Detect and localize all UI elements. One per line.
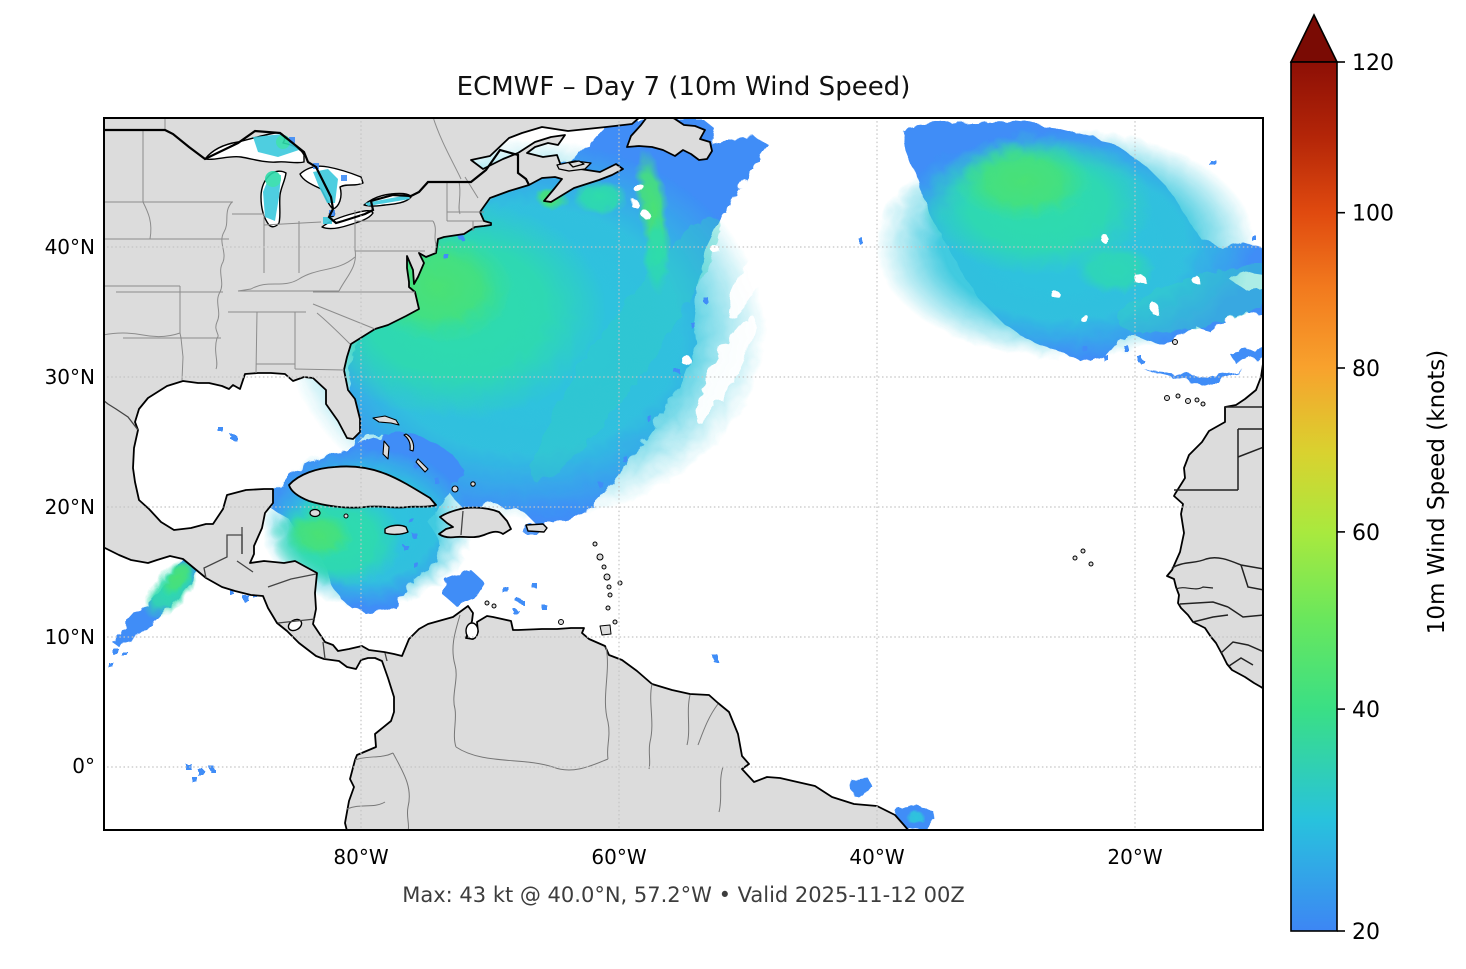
hispaniola [438, 506, 512, 539]
colorbar-tick-label-40: 40 [1352, 698, 1380, 723]
colorbar-axis-label: 10m Wind Speed (knots) [1424, 349, 1450, 635]
colorbar-ticks [1337, 61, 1345, 932]
isle-of-youth [309, 508, 321, 518]
bahamas [372, 415, 476, 493]
max-annotation-caption: Max: 43 kt @ 40.0°N, 57.2°W • Valid 2025… [402, 883, 965, 907]
atlantic-islands [1072, 339, 1206, 567]
map-plot [103, 117, 1264, 831]
us-canada-border [103, 128, 530, 225]
colorbar: 120 100 80 60 40 20 [1289, 13, 1394, 945]
lat-tick-label-40n: 40°N [44, 235, 95, 259]
lon-tick-label-80w: 80°W [333, 845, 389, 869]
colorbar-over-arrow [1289, 13, 1339, 63]
lake-nicaragua [287, 618, 303, 632]
lon-tick-label-40w: 40°W [849, 845, 905, 869]
jamaica [384, 524, 409, 536]
gridlines [103, 117, 1264, 831]
plot-frame [103, 117, 1264, 831]
newfoundland [626, 117, 713, 161]
lon-tick-label-60w: 60°W [591, 845, 647, 869]
lon-tick-label-20w: 20°W [1107, 845, 1163, 869]
land-layer [103, 117, 1264, 831]
chart-title: ECMWF – Day 7 (10m Wind Speed) [456, 72, 911, 102]
colorbar-tick-label-100: 100 [1352, 202, 1394, 227]
puerto-rico [525, 523, 548, 533]
lat-tick-label-20n: 20°N [44, 495, 95, 519]
lat-tick-label-0: 0° [72, 754, 95, 778]
colorbar-tick-label-20: 20 [1352, 920, 1380, 945]
africa-borders-layer [1171, 406, 1264, 667]
americas-mainland [103, 117, 910, 831]
prince-edward-island [568, 160, 585, 168]
wind-blob-brazil-coast [849, 775, 935, 829]
lake-maracaibo [465, 622, 479, 640]
colorbar-gradient-bar [1290, 61, 1338, 932]
colorbar-tick-label-80: 80 [1352, 357, 1380, 382]
wind-blob-tehuantepec [109, 553, 199, 643]
lat-tick-label-30n: 30°N [44, 365, 95, 389]
lesser-antilles [343, 513, 623, 636]
colorbar-tick-label-120: 120 [1352, 51, 1394, 76]
country-borders-layer [103, 399, 464, 662]
wind-blob-northeast-atlantic [873, 119, 1264, 383]
lat-tick-label-10n: 10°N [44, 625, 95, 649]
south-america-borders-layer [346, 614, 724, 831]
colorbar-tick-label-60: 60 [1352, 521, 1380, 546]
africa [1166, 356, 1264, 690]
